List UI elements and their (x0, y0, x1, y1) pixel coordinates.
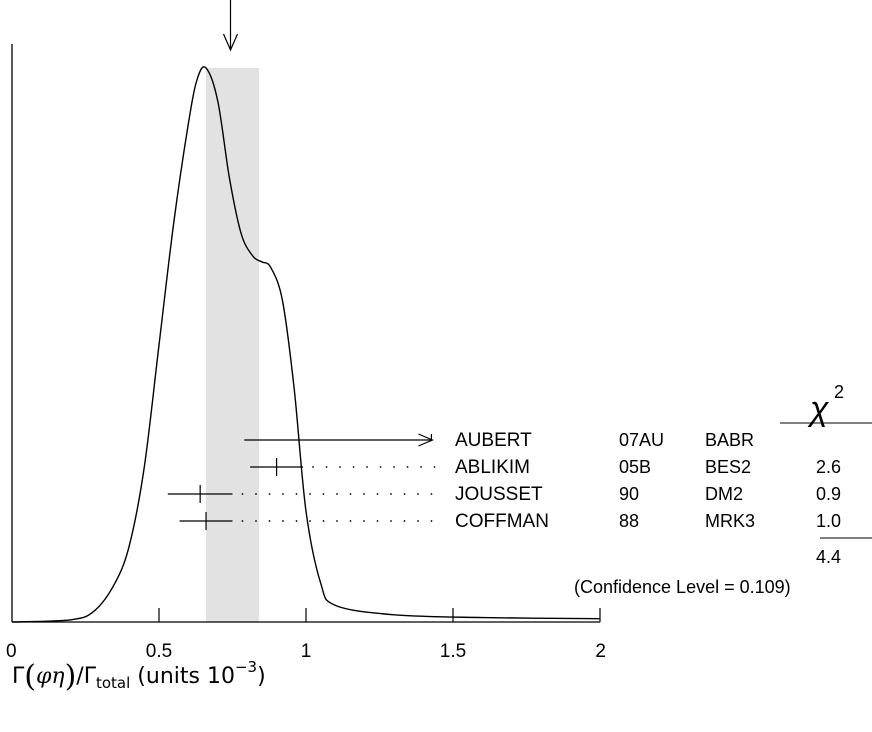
measurement-row: ABLIKIM 05B BES2 2.6 (250, 457, 841, 478)
average-arrow (222, 0, 239, 52)
reference-label: 07AU (619, 430, 664, 450)
x-tick-label: 0 (6, 641, 17, 662)
x-axis-ticks: 0 0.5 1 1.5 2 (6, 608, 606, 662)
ratio-slash: / (76, 664, 84, 689)
paren-close: ) (64, 659, 77, 694)
chi2-header: χ (807, 390, 830, 428)
ideogram-curve (11, 66, 601, 623)
paren-open: ( (24, 659, 36, 694)
decay-mode: φη (35, 664, 65, 689)
chi2-header-exponent: 2 (834, 382, 844, 402)
measurement-row: AUBERT 07AU BABR (244, 430, 754, 451)
x-tick-label: 1.5 (440, 641, 466, 662)
chi2-total: 4.4 (816, 547, 841, 567)
x-tick-label: 0.5 (146, 641, 172, 662)
chi2-value: 0.9 (816, 484, 841, 504)
experiment-label: BABR (705, 430, 754, 450)
reference-label: 88 (619, 511, 639, 531)
reference-label: 05B (619, 457, 651, 477)
author-label: AUBERT (455, 430, 532, 451)
measurement-row: JOUSSET 90 DM2 0.9 (167, 484, 841, 505)
gamma-symbol: Γ (12, 664, 25, 689)
total-subscript: total (95, 674, 131, 692)
units-close: ) (257, 664, 266, 689)
gamma-total-symbol: Γ (83, 664, 96, 689)
x-tick-label: 1 (301, 641, 312, 662)
measurement-rows: AUBERT 07AU BABR ABLIKIM 05B BES2 2.6 JOUSSET 90… (167, 430, 841, 532)
x-tick-label: 2 (595, 641, 606, 662)
average-error-band (206, 68, 259, 622)
units-exponent: −3 (234, 658, 258, 676)
measurement-row: COFFMAN 88 MRK3 1.0 (179, 511, 841, 532)
author-label: JOUSSET (455, 484, 543, 505)
chi2-value: 1.0 (816, 511, 841, 531)
chi2-value: 2.6 (816, 457, 841, 477)
experiment-label: BES2 (705, 457, 751, 477)
reference-label: 90 (619, 484, 639, 504)
units-text: (units 10 (130, 664, 235, 689)
limit-arrow-head (418, 433, 434, 447)
x-axis-label: Γ(φη)/Γtotal (units 10−3) (12, 658, 266, 694)
confidence-level: (Confidence Level = 0.109) (574, 577, 791, 597)
author-label: COFFMAN (455, 511, 549, 532)
experiment-label: MRK3 (705, 511, 755, 531)
author-label: ABLIKIM (455, 457, 530, 478)
experiment-label: DM2 (705, 484, 743, 504)
